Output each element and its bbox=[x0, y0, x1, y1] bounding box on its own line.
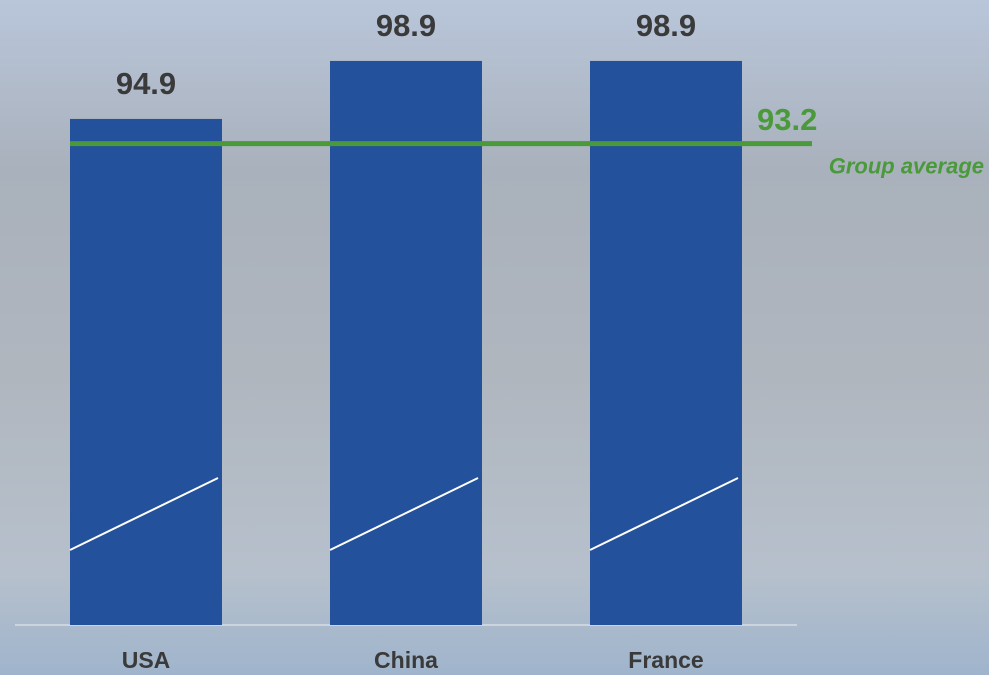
bar bbox=[330, 60, 482, 625]
bar bbox=[590, 60, 742, 625]
axis-break bbox=[69, 477, 219, 551]
value-label: 98.9 bbox=[636, 8, 696, 43]
axis-break bbox=[329, 477, 479, 551]
bar bbox=[70, 118, 222, 625]
value-label: 94.9 bbox=[116, 66, 176, 101]
x-tick-label: China bbox=[374, 647, 438, 673]
x-tick-label: USA bbox=[122, 647, 171, 673]
reference-value: 93.2 bbox=[757, 102, 817, 137]
reference-label: Group average bbox=[829, 153, 984, 178]
value-label: 98.9 bbox=[376, 8, 436, 43]
axis-break bbox=[589, 477, 739, 551]
x-tick-label: France bbox=[628, 647, 703, 673]
